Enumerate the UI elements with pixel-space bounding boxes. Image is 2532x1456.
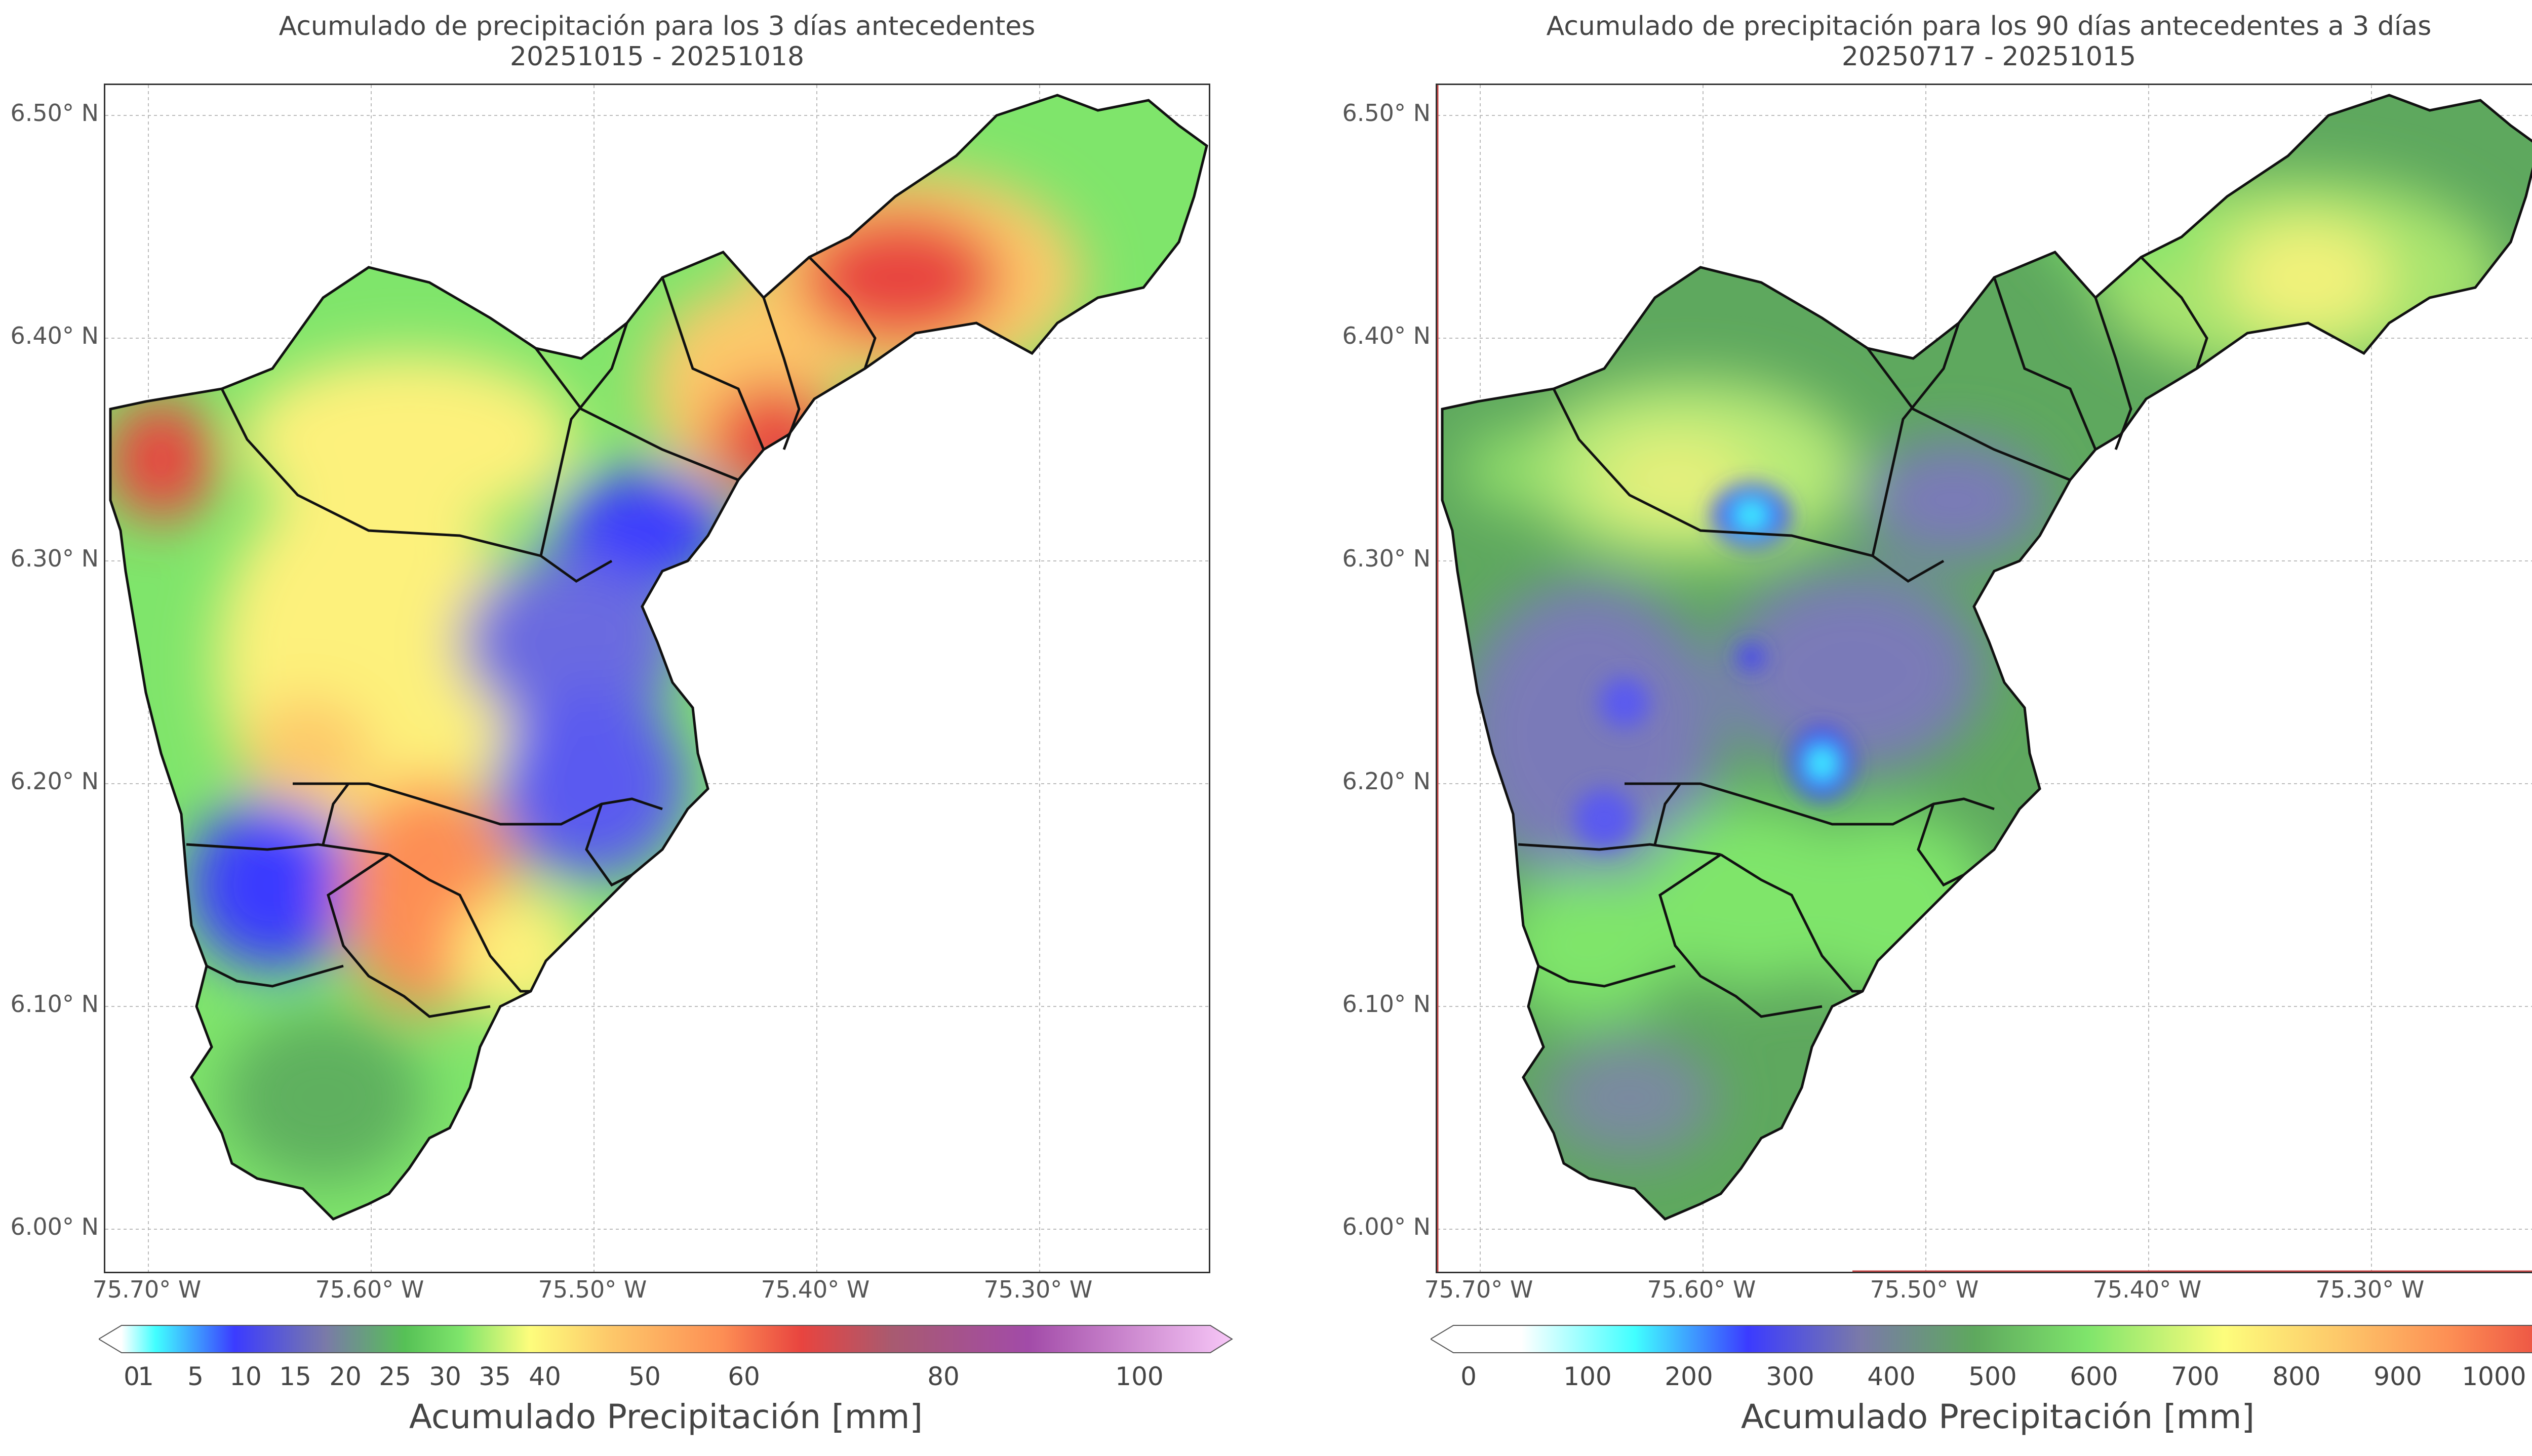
- right-xtick-7530: 75.30° W: [2315, 1276, 2425, 1303]
- right-title-line1: Acumulado de precipitación para los 90 d…: [1546, 11, 2432, 42]
- left-ytick-650: 6.50° N: [10, 99, 99, 127]
- right-cb-tick-600: 600: [2070, 1362, 2118, 1391]
- left-xtick-7550: 75.50° W: [538, 1276, 647, 1303]
- left-cb-tick-30: 30: [429, 1362, 461, 1391]
- right-xtick-7550: 75.50° W: [1870, 1276, 1979, 1303]
- left-ytick-620: 6.20° N: [10, 767, 99, 795]
- right-ytick-650: 6.50° N: [1342, 99, 1431, 127]
- right-ytick-630: 6.30° N: [1342, 545, 1431, 572]
- left-cb-tick-5: 5: [187, 1362, 204, 1391]
- right-cb-tick-300: 300: [1766, 1362, 1814, 1391]
- right-xtick-7570: 75.70° W: [1424, 1276, 1533, 1303]
- left-ytick-610: 6.10° N: [10, 990, 99, 1018]
- right-cb-tick-700: 700: [2171, 1362, 2220, 1391]
- right-cb-tick-900: 900: [2373, 1362, 2422, 1391]
- right-ytick-640: 6.40° N: [1342, 322, 1431, 349]
- left-xtick-7560: 75.60° W: [315, 1276, 424, 1303]
- left-cb-tick-50: 50: [628, 1362, 661, 1391]
- left-colorbar-label: Acumulado Precipitación [mm]: [409, 1397, 923, 1436]
- left-cb-tick-40: 40: [529, 1362, 561, 1391]
- left-basin-outlines: [109, 94, 1208, 1221]
- left-cb-tick-100: 100: [1115, 1362, 1164, 1391]
- left-title-line2: 20251015 - 20251018: [509, 42, 805, 72]
- left-cb-tick-20: 20: [329, 1362, 362, 1391]
- right-basin-outlines: [1441, 94, 2532, 1221]
- right-ytick-600: 6.00° N: [1342, 1213, 1431, 1240]
- left-cb-tick-0: 0: [124, 1362, 140, 1391]
- left-cb-tick-10: 10: [229, 1362, 262, 1391]
- left-title-line1: Acumulado de precipitación para los 3 dí…: [279, 11, 1036, 42]
- right-colorbar-svg: [1431, 1325, 2532, 1353]
- left-cb-tick-35: 35: [479, 1362, 511, 1391]
- right-colorbar-label: Acumulado Precipitación [mm]: [1740, 1397, 2255, 1436]
- right-cb-tick-100: 100: [1563, 1362, 1612, 1391]
- left-cb-tick-25: 25: [379, 1362, 411, 1391]
- left-cb-tick-15: 15: [279, 1362, 311, 1391]
- right-title-line2: 20250717 - 20251015: [1841, 42, 2137, 72]
- left-cb-tick-80: 80: [927, 1362, 960, 1391]
- right-map: [1436, 84, 2532, 1273]
- left-ytick-640: 6.40° N: [10, 322, 99, 349]
- left-map-svg: [105, 85, 1209, 1272]
- left-xtick-7540: 75.40° W: [761, 1276, 870, 1303]
- left-map: [104, 84, 1210, 1273]
- left-xtick-7570: 75.70° W: [92, 1276, 202, 1303]
- left-xtick-7530: 75.30° W: [983, 1276, 1093, 1303]
- right-title: Acumulado de precipitación para los 90 d…: [1436, 11, 2532, 72]
- right-cb-tick-800: 800: [2272, 1362, 2321, 1391]
- right-ytick-610: 6.10° N: [1342, 990, 1431, 1018]
- left-cb-tick-60: 60: [728, 1362, 760, 1391]
- right-map-svg: [1437, 85, 2532, 1272]
- left-precip-field: [110, 95, 1207, 1219]
- right-xtick-7540: 75.40° W: [2092, 1276, 2202, 1303]
- left-colorbar-svg: [99, 1325, 1233, 1353]
- right-ytick-620: 6.20° N: [1342, 767, 1431, 795]
- right-xtick-7560: 75.60° W: [1647, 1276, 1756, 1303]
- left-ytick-600: 6.00° N: [10, 1213, 99, 1240]
- left-title: Acumulado de precipitación para los 3 dí…: [104, 11, 1210, 72]
- left-ytick-630: 6.30° N: [10, 545, 99, 572]
- right-precip-field: [1442, 95, 2532, 1219]
- right-cb-tick-500: 500: [1968, 1362, 2017, 1391]
- right-cb-tick-1000: 1000: [2462, 1362, 2526, 1391]
- right-cb-tick-400: 400: [1867, 1362, 1916, 1391]
- right-cb-tick-200: 200: [1665, 1362, 1713, 1391]
- right-cb-tick-0: 0: [1460, 1362, 1477, 1391]
- left-cb-tick-1: 1: [138, 1362, 154, 1391]
